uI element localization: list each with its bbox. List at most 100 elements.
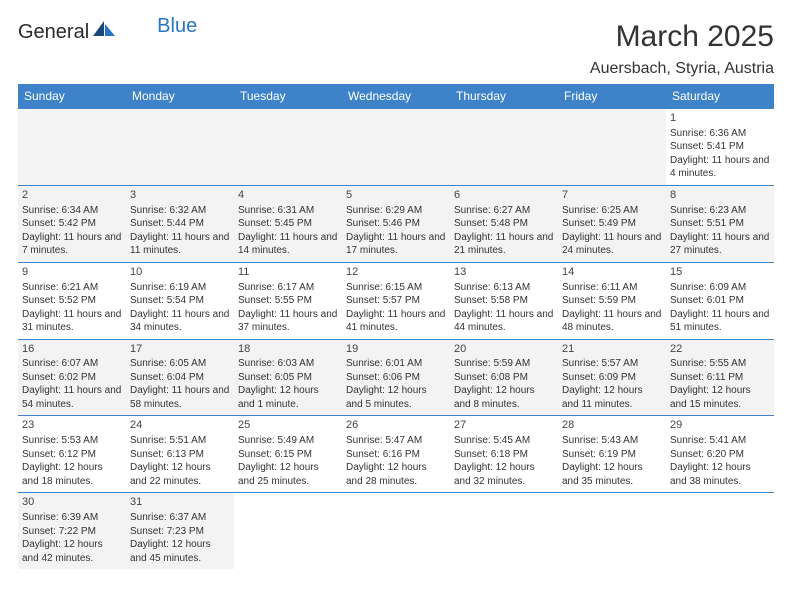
sunset-text: Sunset: 5:45 PM	[238, 217, 338, 231]
logo-text-general: General	[18, 21, 89, 44]
calendar-table: SundayMondayTuesdayWednesdayThursdayFrid…	[18, 84, 774, 569]
daylight-text: Daylight: 12 hours and 28 minutes.	[346, 461, 446, 488]
day-number: 16	[22, 342, 122, 357]
day-cell: 1Sunrise: 6:36 AMSunset: 5:41 PMDaylight…	[666, 109, 774, 186]
daylight-text: Daylight: 12 hours and 15 minutes.	[670, 384, 770, 411]
weekday-header: Saturday	[666, 84, 774, 109]
month-title: March 2025	[590, 20, 774, 54]
day-cell: 22Sunrise: 5:55 AMSunset: 6:11 PMDayligh…	[666, 339, 774, 416]
sunrise-text: Sunrise: 5:49 AM	[238, 434, 338, 448]
day-number: 13	[454, 265, 554, 280]
sunset-text: Sunset: 5:41 PM	[670, 140, 770, 154]
day-cell: 18Sunrise: 6:03 AMSunset: 6:05 PMDayligh…	[234, 339, 342, 416]
calendar-row: 9Sunrise: 6:21 AMSunset: 5:52 PMDaylight…	[18, 262, 774, 339]
day-number: 29	[670, 418, 770, 433]
day-cell: 29Sunrise: 5:41 AMSunset: 6:20 PMDayligh…	[666, 416, 774, 493]
day-number: 9	[22, 265, 122, 280]
weekday-header: Sunday	[18, 84, 126, 109]
day-cell: 16Sunrise: 6:07 AMSunset: 6:02 PMDayligh…	[18, 339, 126, 416]
day-number: 7	[562, 188, 662, 203]
daylight-text: Daylight: 11 hours and 34 minutes.	[130, 308, 230, 335]
sunset-text: Sunset: 6:19 PM	[562, 448, 662, 462]
day-cell: 15Sunrise: 6:09 AMSunset: 6:01 PMDayligh…	[666, 262, 774, 339]
empty-cell	[558, 493, 666, 569]
day-number: 4	[238, 188, 338, 203]
day-cell: 5Sunrise: 6:29 AMSunset: 5:46 PMDaylight…	[342, 185, 450, 262]
sunrise-text: Sunrise: 6:37 AM	[130, 511, 230, 525]
sunset-text: Sunset: 6:18 PM	[454, 448, 554, 462]
weekday-header: Thursday	[450, 84, 558, 109]
sunrise-text: Sunrise: 6:31 AM	[238, 204, 338, 218]
sunrise-text: Sunrise: 5:41 AM	[670, 434, 770, 448]
sunrise-text: Sunrise: 6:17 AM	[238, 281, 338, 295]
sunrise-text: Sunrise: 5:43 AM	[562, 434, 662, 448]
day-number: 28	[562, 418, 662, 433]
sunrise-text: Sunrise: 5:57 AM	[562, 357, 662, 371]
sunset-text: Sunset: 5:52 PM	[22, 294, 122, 308]
empty-cell	[342, 493, 450, 569]
sunset-text: Sunset: 6:04 PM	[130, 371, 230, 385]
day-cell: 27Sunrise: 5:45 AMSunset: 6:18 PMDayligh…	[450, 416, 558, 493]
sunrise-text: Sunrise: 6:05 AM	[130, 357, 230, 371]
day-cell: 7Sunrise: 6:25 AMSunset: 5:49 PMDaylight…	[558, 185, 666, 262]
calendar-row: 2Sunrise: 6:34 AMSunset: 5:42 PMDaylight…	[18, 185, 774, 262]
day-number: 15	[670, 265, 770, 280]
day-number: 21	[562, 342, 662, 357]
sunrise-text: Sunrise: 6:39 AM	[22, 511, 122, 525]
sunset-text: Sunset: 5:48 PM	[454, 217, 554, 231]
logo-sail-icon	[93, 20, 115, 44]
day-cell: 3Sunrise: 6:32 AMSunset: 5:44 PMDaylight…	[126, 185, 234, 262]
sunset-text: Sunset: 7:22 PM	[22, 525, 122, 539]
day-cell: 20Sunrise: 5:59 AMSunset: 6:08 PMDayligh…	[450, 339, 558, 416]
daylight-text: Daylight: 12 hours and 11 minutes.	[562, 384, 662, 411]
day-number: 14	[562, 265, 662, 280]
day-number: 8	[670, 188, 770, 203]
daylight-text: Daylight: 11 hours and 24 minutes.	[562, 231, 662, 258]
day-cell: 14Sunrise: 6:11 AMSunset: 5:59 PMDayligh…	[558, 262, 666, 339]
sunset-text: Sunset: 6:12 PM	[22, 448, 122, 462]
sunset-text: Sunset: 6:13 PM	[130, 448, 230, 462]
daylight-text: Daylight: 11 hours and 7 minutes.	[22, 231, 122, 258]
sunset-text: Sunset: 5:51 PM	[670, 217, 770, 231]
day-cell: 13Sunrise: 6:13 AMSunset: 5:58 PMDayligh…	[450, 262, 558, 339]
day-number: 3	[130, 188, 230, 203]
day-cell: 21Sunrise: 5:57 AMSunset: 6:09 PMDayligh…	[558, 339, 666, 416]
day-number: 31	[130, 495, 230, 510]
day-cell: 10Sunrise: 6:19 AMSunset: 5:54 PMDayligh…	[126, 262, 234, 339]
daylight-text: Daylight: 11 hours and 17 minutes.	[346, 231, 446, 258]
day-cell: 28Sunrise: 5:43 AMSunset: 6:19 PMDayligh…	[558, 416, 666, 493]
day-number: 20	[454, 342, 554, 357]
logo-text-blue: Blue	[157, 15, 197, 38]
title-block: March 2025 Auersbach, Styria, Austria	[590, 20, 774, 78]
day-cell: 31Sunrise: 6:37 AMSunset: 7:23 PMDayligh…	[126, 493, 234, 569]
empty-cell	[450, 109, 558, 186]
daylight-text: Daylight: 11 hours and 14 minutes.	[238, 231, 338, 258]
day-number: 19	[346, 342, 446, 357]
day-number: 17	[130, 342, 230, 357]
daylight-text: Daylight: 11 hours and 41 minutes.	[346, 308, 446, 335]
sunset-text: Sunset: 6:15 PM	[238, 448, 338, 462]
daylight-text: Daylight: 12 hours and 8 minutes.	[454, 384, 554, 411]
sunrise-text: Sunrise: 6:09 AM	[670, 281, 770, 295]
sunset-text: Sunset: 6:05 PM	[238, 371, 338, 385]
sunrise-text: Sunrise: 5:53 AM	[22, 434, 122, 448]
daylight-text: Daylight: 12 hours and 1 minute.	[238, 384, 338, 411]
sunrise-text: Sunrise: 6:36 AM	[670, 127, 770, 141]
daylight-text: Daylight: 12 hours and 32 minutes.	[454, 461, 554, 488]
location: Auersbach, Styria, Austria	[590, 60, 774, 78]
daylight-text: Daylight: 11 hours and 44 minutes.	[454, 308, 554, 335]
sunset-text: Sunset: 6:20 PM	[670, 448, 770, 462]
sunrise-text: Sunrise: 6:01 AM	[346, 357, 446, 371]
day-number: 2	[22, 188, 122, 203]
sunset-text: Sunset: 6:09 PM	[562, 371, 662, 385]
day-cell: 11Sunrise: 6:17 AMSunset: 5:55 PMDayligh…	[234, 262, 342, 339]
daylight-text: Daylight: 12 hours and 18 minutes.	[22, 461, 122, 488]
daylight-text: Daylight: 12 hours and 5 minutes.	[346, 384, 446, 411]
day-number: 12	[346, 265, 446, 280]
sunrise-text: Sunrise: 6:11 AM	[562, 281, 662, 295]
daylight-text: Daylight: 12 hours and 25 minutes.	[238, 461, 338, 488]
empty-cell	[342, 109, 450, 186]
sunset-text: Sunset: 5:55 PM	[238, 294, 338, 308]
weekday-header: Friday	[558, 84, 666, 109]
day-cell: 4Sunrise: 6:31 AMSunset: 5:45 PMDaylight…	[234, 185, 342, 262]
